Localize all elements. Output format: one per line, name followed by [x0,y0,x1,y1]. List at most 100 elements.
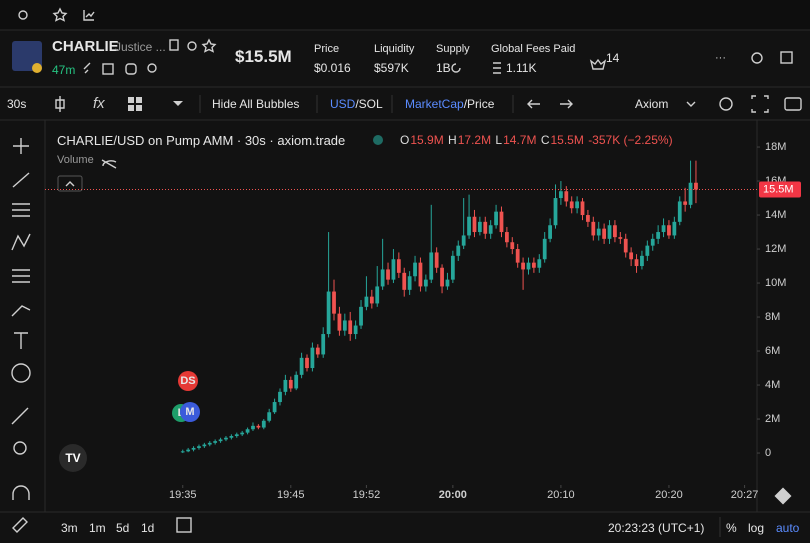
candle-body [694,182,698,190]
candle-body [180,451,185,453]
candle-body [348,320,353,335]
ohlc-value: 15.5M [550,133,584,147]
candle-body [186,449,191,452]
x-tick-label: 19:52 [353,489,381,501]
candle-body [542,238,547,260]
stat-label: Price [314,43,340,55]
ohlc-key: C [540,133,550,147]
sol: /SOL [355,97,383,111]
candle-body [607,225,612,239]
chart-icon[interactable] [83,10,95,21]
ohlc-legend: O15.9M H17.2M L14.7M C15.5M -357K (−2.25… [400,133,674,147]
stat-value: $0.016 [314,61,351,75]
range[interactable]: 1d [141,521,155,535]
marker[interactable]: DS [178,371,198,391]
candle-body [375,286,380,304]
candle-body [483,221,488,234]
range[interactable]: 3m [61,521,78,535]
y-tick-label: 0 [765,447,771,459]
candle-body [353,325,358,335]
candle-body [396,259,401,273]
candle-body [477,221,482,233]
settings-icon[interactable] [18,10,28,20]
source[interactable]: Axiom [635,97,669,111]
x-tick-label: 20:27 [731,489,759,501]
svg-text:···: ··· [715,52,726,64]
candle-body [683,201,688,205]
candle-body [326,291,331,335]
mode[interactable]: MarketCap/Price [405,97,494,111]
interval[interactable]: 30s [7,97,27,111]
candle-body [207,442,212,445]
ohlc-key: L [495,133,503,147]
candle-body [386,269,390,280]
candle-body [596,228,601,236]
y-tick-label: 2M [765,413,780,425]
ticker: CHARLIE [52,38,119,55]
ohlc-value: 14.7M [503,133,537,147]
candle-body [337,313,342,331]
candle-body [342,320,347,331]
candle-body [407,276,412,290]
marker[interactable]: M [180,402,200,422]
candle-body [521,262,525,270]
candle-body [456,245,461,256]
candle-body [656,232,661,239]
candle-body [515,249,520,263]
candle-body [315,347,320,355]
candle-body [213,441,218,443]
candle-body [418,262,423,287]
candle-body [618,237,623,239]
x-tick-label: 19:35 [169,489,197,501]
candle-body [440,267,444,287]
percent-toggle[interactable]: % [726,521,737,535]
auto-toggle[interactable]: auto [776,521,800,535]
candle-body [677,201,682,222]
candle-body [613,225,617,238]
candle-body [586,215,590,222]
y-tick-label: 10M [765,277,786,289]
candle-body [429,252,434,280]
candle-body [288,379,293,389]
candle-body [634,259,639,267]
candle-body [629,252,634,260]
svg-text:TV: TV [65,451,80,465]
candle-body [569,201,574,209]
star-icon[interactable] [52,7,68,22]
age: 47m [52,63,76,77]
range[interactable]: 1m [89,521,106,535]
range[interactable]: 5d [116,521,130,535]
candle-body [261,420,266,428]
currency[interactable]: USD/SOL [330,97,383,111]
ohlc-value: 15.9M [410,133,444,147]
stat-label: Liquidity [374,43,415,55]
candle-body [650,238,655,246]
ohlc-key: O [400,133,410,147]
candle-body [299,357,304,375]
stat-value: 1.11K [506,61,537,75]
y-tick-label: 18M [765,141,786,153]
candle-body [661,225,666,233]
candle-body [537,259,542,268]
candle-body [256,425,261,428]
chart-title: CHARLIE/USD on Pump AMM · 30s · axiom.tr… [57,133,346,148]
log-toggle[interactable]: log [748,521,765,535]
candle-body [580,201,585,216]
candle-body [499,211,504,233]
candle-body [359,306,363,326]
candle-body [645,245,650,256]
candle-body [251,425,255,430]
candle-body [283,379,288,392]
candle-body [494,211,498,226]
candle-body [234,434,239,437]
candle-body [413,262,417,277]
mcap: MarketCap [405,97,464,111]
volume-label: Volume [57,154,94,166]
candle-body [640,255,644,267]
price: /Price [463,97,495,111]
candle-body [332,291,336,314]
bubbles-toggle[interactable]: Hide All Bubbles [212,97,300,111]
candle-body [450,255,455,280]
